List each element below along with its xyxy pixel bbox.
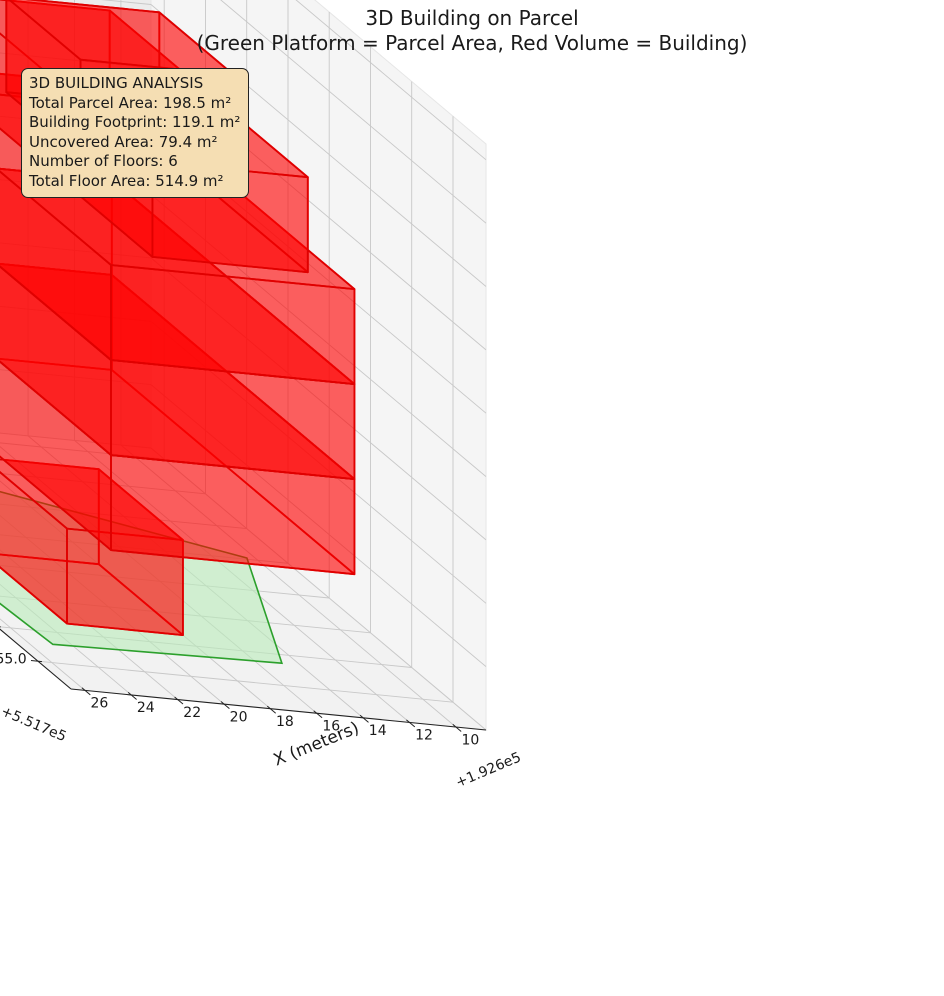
parcel-polygon bbox=[0, 490, 284, 665]
x-tick bbox=[452, 724, 462, 732]
y-axis-line bbox=[0, 628, 72, 690]
x-offset-label: +1.926e5 bbox=[453, 749, 523, 791]
x-tick bbox=[266, 705, 277, 714]
z-gridline bbox=[150, 447, 487, 731]
x-tick bbox=[359, 714, 369, 723]
z-gridline bbox=[150, 257, 487, 541]
floor-top-face bbox=[0, 458, 184, 541]
x-gridline bbox=[0, 583, 132, 696]
building-floor-1 bbox=[0, 458, 184, 636]
z-gridline bbox=[295, 0, 487, 161]
chart-title: 3D Building on Parcel bbox=[365, 6, 579, 30]
info-line-footprint: Building Footprint: 119.1 m² bbox=[29, 113, 241, 132]
x-tick bbox=[313, 710, 323, 719]
chart-subtitle: (Green Platform = Parcel Area, Red Volum… bbox=[196, 31, 748, 55]
info-line-floors: Number of Floors: 6 bbox=[29, 152, 178, 171]
z-gridline bbox=[150, 194, 487, 477]
x-tick-label: 14 bbox=[369, 723, 387, 739]
x-tick bbox=[220, 701, 230, 709]
axis-lines bbox=[0, 628, 487, 731]
analysis-info-box: 3D BUILDING ANALYSIS Total Parcel Area: … bbox=[21, 68, 250, 198]
parcel-platform bbox=[0, 490, 284, 665]
z-gridline bbox=[0, 52, 152, 69]
y-gridline bbox=[37, 660, 454, 703]
x-gridline bbox=[120, 444, 457, 728]
y-gridline bbox=[0, 442, 165, 460]
x-tick bbox=[81, 687, 91, 696]
y-gridline bbox=[0, 473, 206, 495]
x-tick bbox=[406, 719, 416, 728]
x-tick bbox=[174, 696, 184, 705]
x-tick-label: 22 bbox=[183, 705, 201, 721]
z-gridline bbox=[220, 0, 487, 224]
x-axis-line bbox=[70, 688, 487, 731]
floor-top-face bbox=[8, 0, 235, 76]
z-gridline bbox=[0, 432, 152, 449]
x-tick-label: 24 bbox=[137, 700, 155, 716]
x-tick-label: 20 bbox=[230, 709, 248, 725]
y-tick-label: 55.0 bbox=[0, 652, 27, 668]
z-gridline bbox=[0, 305, 152, 322]
z-gridline bbox=[0, 369, 152, 386]
info-line-parcel-area: Total Parcel Area: 198.5 m² bbox=[29, 93, 232, 112]
info-line-uncovered: Uncovered Area: 79.4 m² bbox=[29, 132, 218, 151]
z-gridline bbox=[150, 384, 487, 667]
building-floor-3 bbox=[0, 167, 356, 481]
y-offset-label: +5.517e5 bbox=[0, 703, 69, 745]
x-tick bbox=[127, 692, 137, 700]
x-gridline bbox=[0, 618, 86, 691]
info-heading: 3D BUILDING ANALYSIS bbox=[29, 74, 204, 92]
z-gridline bbox=[150, 320, 487, 604]
info-line-floor-area: Total Floor Area: 514.9 m² bbox=[29, 171, 224, 190]
z-gridline bbox=[0, 242, 152, 259]
tick-marks bbox=[0, 626, 462, 732]
x-tick-label: 12 bbox=[415, 728, 433, 744]
x-tick-label: 16 bbox=[322, 719, 340, 735]
y-tick bbox=[30, 660, 43, 663]
x-tick-label: 18 bbox=[276, 714, 294, 730]
x-tick-label: 26 bbox=[90, 696, 108, 712]
x-tick-label: 10 bbox=[461, 732, 479, 748]
